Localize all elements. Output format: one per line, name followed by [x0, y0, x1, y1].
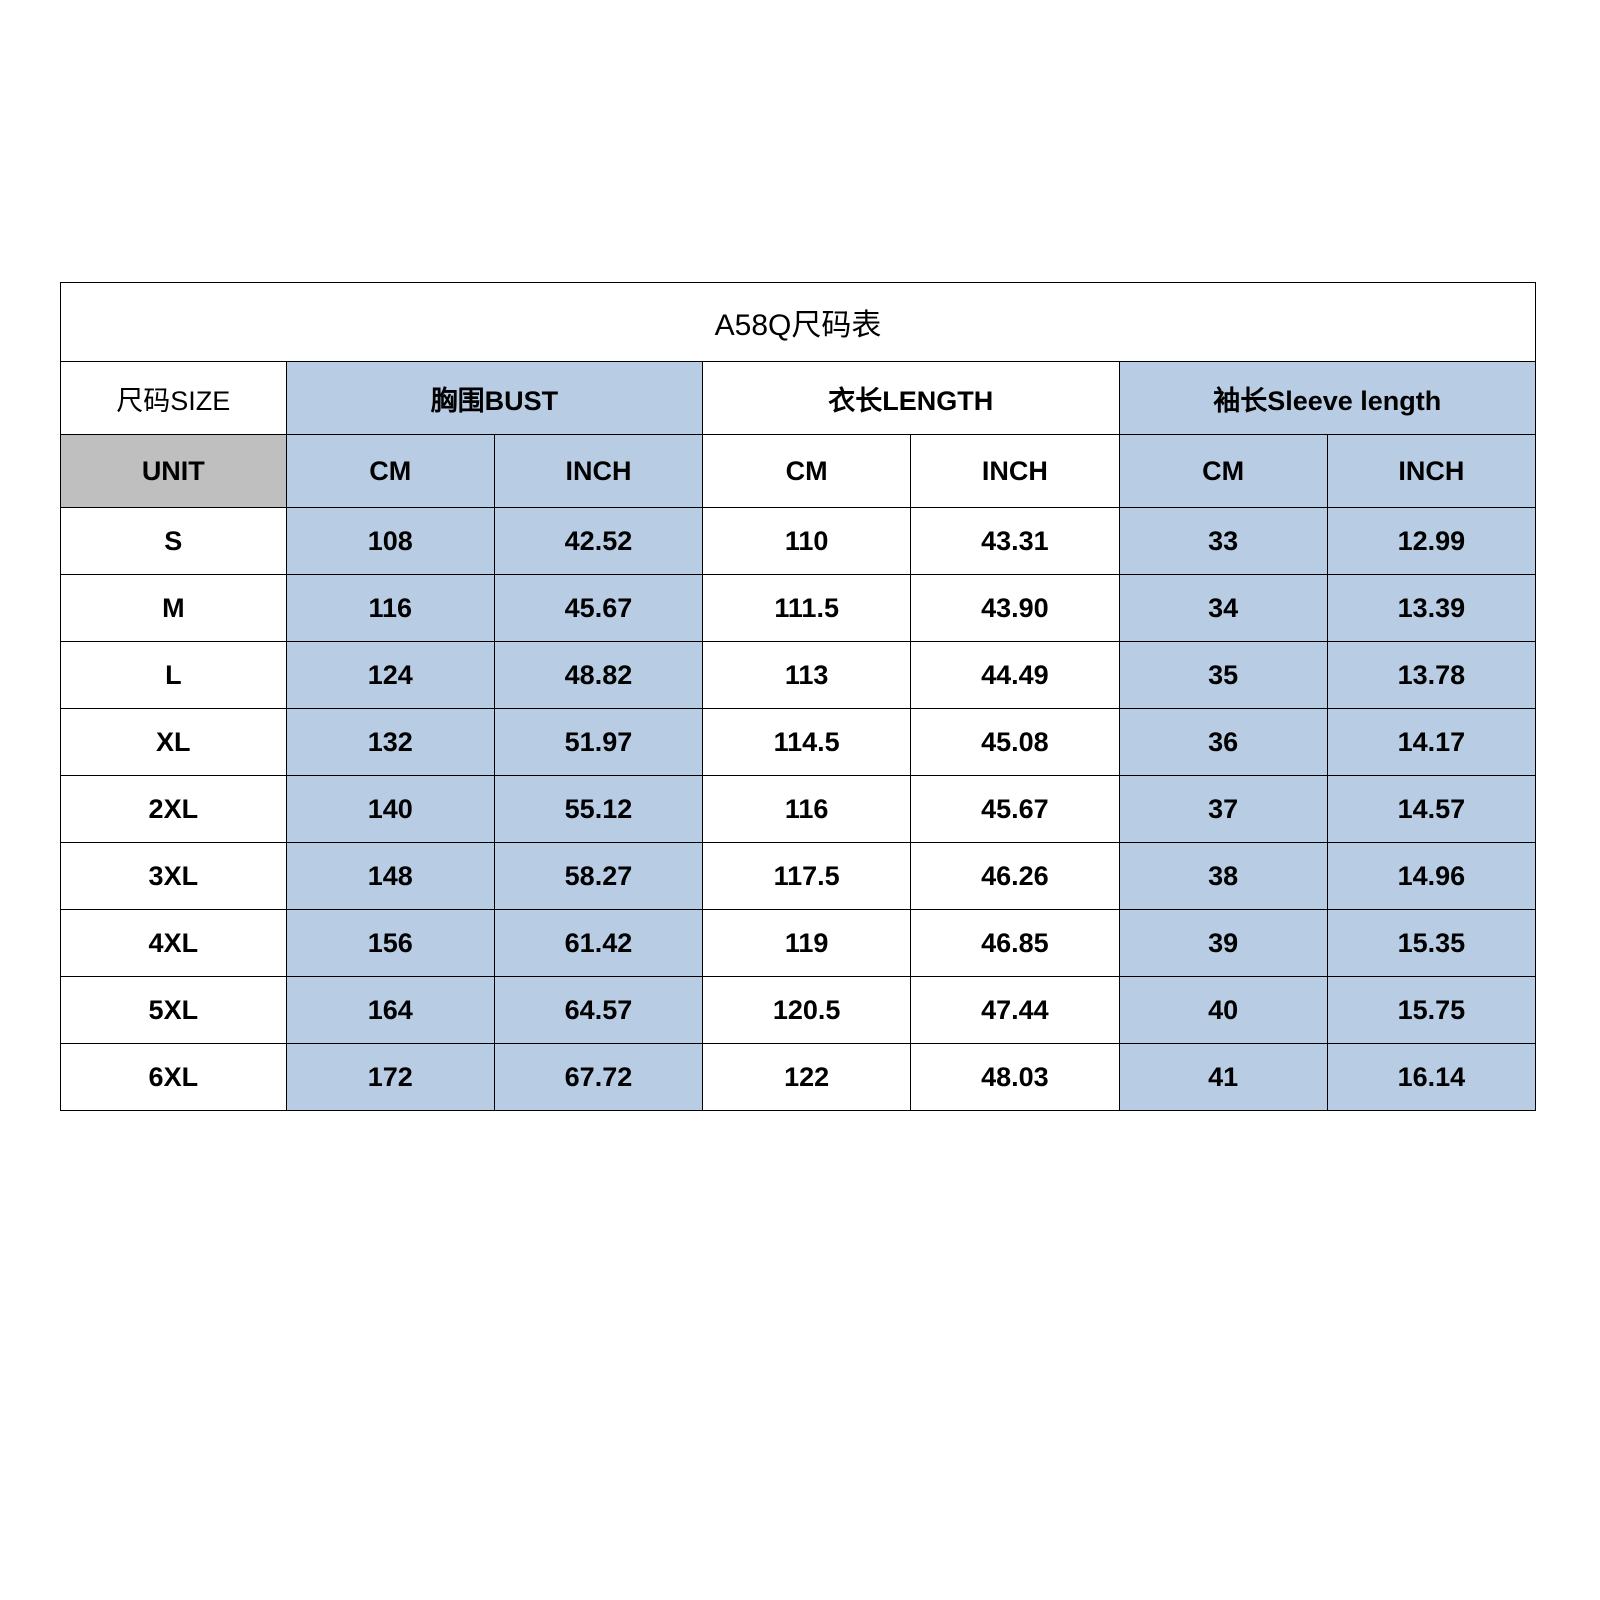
- table-row: 6XL17267.7212248.034116.14: [61, 1044, 1536, 1111]
- cell-value: 39: [1119, 910, 1327, 977]
- cell-value: 43.90: [911, 575, 1119, 642]
- unit-label: UNIT: [61, 435, 287, 508]
- col-header-length: 衣长LENGTH: [703, 362, 1119, 435]
- cell-value: 67.72: [494, 1044, 702, 1111]
- cell-value: 14.96: [1327, 843, 1535, 910]
- cell-value: 117.5: [703, 843, 911, 910]
- cell-value: 45.67: [911, 776, 1119, 843]
- cell-value: 16.14: [1327, 1044, 1535, 1111]
- cell-value: 12.99: [1327, 508, 1535, 575]
- cell-size: 5XL: [61, 977, 287, 1044]
- cell-value: 42.52: [494, 508, 702, 575]
- cell-value: 114.5: [703, 709, 911, 776]
- table-header-groups: 尺码SIZE 胸围BUST 衣长LENGTH 袖长Sleeve length: [61, 362, 1536, 435]
- table-header-units: UNIT CM INCH CM INCH CM INCH: [61, 435, 1536, 508]
- cell-size: L: [61, 642, 287, 709]
- cell-value: 34: [1119, 575, 1327, 642]
- cell-value: 45.08: [911, 709, 1119, 776]
- cell-value: 38: [1119, 843, 1327, 910]
- cell-value: 14.57: [1327, 776, 1535, 843]
- col-header-bust: 胸围BUST: [286, 362, 702, 435]
- cell-value: 45.67: [494, 575, 702, 642]
- cell-value: 46.26: [911, 843, 1119, 910]
- table-row: 2XL14055.1211645.673714.57: [61, 776, 1536, 843]
- cell-value: 140: [286, 776, 494, 843]
- cell-value: 44.49: [911, 642, 1119, 709]
- cell-value: 64.57: [494, 977, 702, 1044]
- cell-value: 55.12: [494, 776, 702, 843]
- cell-value: 43.31: [911, 508, 1119, 575]
- cell-value: 148: [286, 843, 494, 910]
- unit-length-inch: INCH: [911, 435, 1119, 508]
- cell-value: 15.75: [1327, 977, 1535, 1044]
- cell-value: 46.85: [911, 910, 1119, 977]
- unit-length-cm: CM: [703, 435, 911, 508]
- table-title: A58Q尺码表: [61, 283, 1536, 362]
- cell-size: XL: [61, 709, 287, 776]
- unit-sleeve-inch: INCH: [1327, 435, 1535, 508]
- cell-value: 108: [286, 508, 494, 575]
- cell-value: 37: [1119, 776, 1327, 843]
- cell-value: 15.35: [1327, 910, 1535, 977]
- cell-value: 33: [1119, 508, 1327, 575]
- cell-value: 40: [1119, 977, 1327, 1044]
- cell-size: 6XL: [61, 1044, 287, 1111]
- cell-value: 61.42: [494, 910, 702, 977]
- table-row: S10842.5211043.313312.99: [61, 508, 1536, 575]
- unit-bust-inch: INCH: [494, 435, 702, 508]
- cell-value: 47.44: [911, 977, 1119, 1044]
- cell-size: S: [61, 508, 287, 575]
- cell-value: 13.39: [1327, 575, 1535, 642]
- cell-value: 120.5: [703, 977, 911, 1044]
- cell-value: 116: [703, 776, 911, 843]
- col-header-sleeve: 袖长Sleeve length: [1119, 362, 1536, 435]
- cell-value: 164: [286, 977, 494, 1044]
- cell-value: 51.97: [494, 709, 702, 776]
- cell-size: 4XL: [61, 910, 287, 977]
- cell-value: 14.17: [1327, 709, 1535, 776]
- size-chart: A58Q尺码表 尺码SIZE 胸围BUST 衣长LENGTH 袖长Sleeve …: [60, 282, 1536, 1111]
- table-row: M11645.67111.543.903413.39: [61, 575, 1536, 642]
- table-row: 4XL15661.4211946.853915.35: [61, 910, 1536, 977]
- cell-value: 58.27: [494, 843, 702, 910]
- cell-value: 124: [286, 642, 494, 709]
- unit-bust-cm: CM: [286, 435, 494, 508]
- cell-value: 41: [1119, 1044, 1327, 1111]
- cell-value: 113: [703, 642, 911, 709]
- cell-value: 156: [286, 910, 494, 977]
- cell-value: 132: [286, 709, 494, 776]
- cell-value: 116: [286, 575, 494, 642]
- table-row: 5XL16464.57120.547.444015.75: [61, 977, 1536, 1044]
- cell-value: 35: [1119, 642, 1327, 709]
- cell-value: 48.03: [911, 1044, 1119, 1111]
- cell-value: 172: [286, 1044, 494, 1111]
- cell-value: 110: [703, 508, 911, 575]
- table-row: 3XL14858.27117.546.263814.96: [61, 843, 1536, 910]
- unit-sleeve-cm: CM: [1119, 435, 1327, 508]
- table-row: XL13251.97114.545.083614.17: [61, 709, 1536, 776]
- cell-size: 2XL: [61, 776, 287, 843]
- cell-value: 13.78: [1327, 642, 1535, 709]
- cell-value: 111.5: [703, 575, 911, 642]
- cell-value: 119: [703, 910, 911, 977]
- cell-size: 3XL: [61, 843, 287, 910]
- cell-value: 122: [703, 1044, 911, 1111]
- cell-value: 48.82: [494, 642, 702, 709]
- table-row: L12448.8211344.493513.78: [61, 642, 1536, 709]
- size-table: A58Q尺码表 尺码SIZE 胸围BUST 衣长LENGTH 袖长Sleeve …: [60, 282, 1536, 1111]
- col-header-size: 尺码SIZE: [61, 362, 287, 435]
- cell-size: M: [61, 575, 287, 642]
- cell-value: 36: [1119, 709, 1327, 776]
- table-title-row: A58Q尺码表: [61, 283, 1536, 362]
